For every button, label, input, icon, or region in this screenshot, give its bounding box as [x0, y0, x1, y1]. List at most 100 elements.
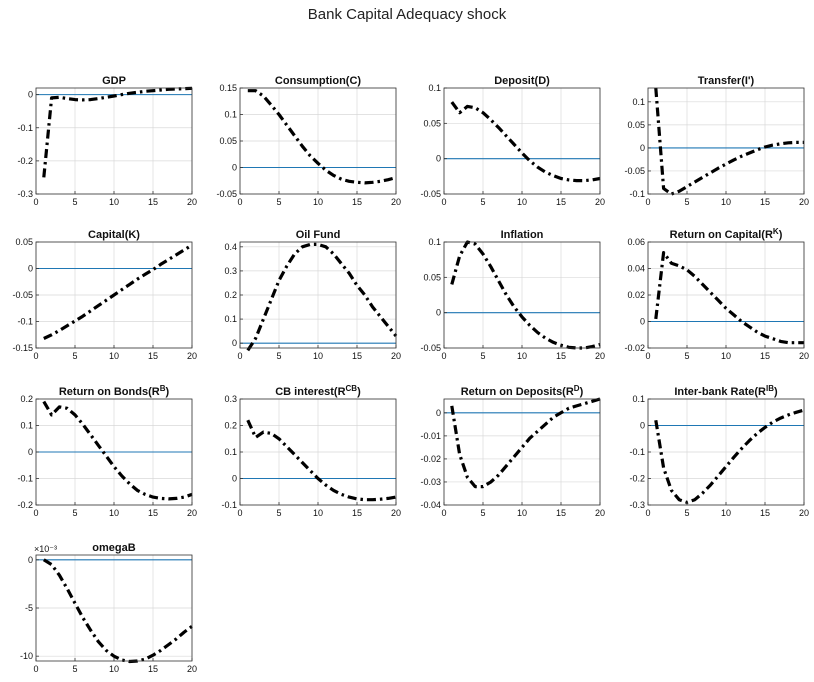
subplot-omegab: 0 5 10 15 20-10-50×10⁻³ omegaB	[20, 542, 197, 674]
response-line	[43, 243, 193, 340]
x-tick-label: 15	[760, 508, 770, 518]
subplot-return-on-deposits-r-d: 0 5 10 15 20 -0.04 -0.03 -0.02 -0.01 0 Return on D…	[420, 384, 605, 518]
subplot-capital-k: 0 5 10 15 20 -0.15 -0.1 -0.05 0 0.05 Capital(K)	[12, 229, 197, 361]
x-tick-label: 10	[313, 351, 323, 361]
subplot-title: Return on Bonds(RB)	[59, 384, 170, 398]
subplot-inter-bank-rate-r-ib: 0 5 10 15 20 -0.3 -0.2 -0.1 0 0.1 Inter-bank Rate(…	[629, 384, 809, 518]
y-tick-label: -0.05	[216, 189, 237, 199]
y-tick-label: -0.3	[629, 500, 645, 510]
x-tick-label: 0	[33, 508, 38, 518]
y-tick-label: 0	[232, 338, 237, 348]
subplot-title: GDP	[102, 75, 126, 87]
x-tick-label: 20	[799, 508, 809, 518]
response-line	[42, 86, 193, 178]
x-tick-label: 0	[441, 351, 446, 361]
y-tick-label: 0	[640, 421, 645, 431]
x-tick-label: 0	[441, 197, 446, 207]
y-tick-label: -0.1	[221, 500, 237, 510]
x-tick-label: 15	[352, 508, 362, 518]
subplot-title: CB interest(RCB)	[275, 384, 361, 398]
x-tick-label: 20	[391, 508, 401, 518]
subplot-title: Return on Capital(RK)	[670, 227, 783, 241]
x-tick-label: 10	[517, 508, 527, 518]
x-tick-label: 5	[684, 351, 689, 361]
x-tick-label: 15	[352, 197, 362, 207]
x-tick-label: 20	[595, 197, 605, 207]
x-tick-label: 10	[109, 197, 119, 207]
y-tick-label: -0.05	[420, 343, 441, 353]
x-tick-label: 5	[276, 351, 281, 361]
subplot-title: Capital(K)	[88, 229, 140, 241]
x-tick-label: 20	[187, 197, 197, 207]
x-tick-label: 15	[148, 508, 158, 518]
subplot-cb-interest-r-cb: 0 5 10 15 20-0.100.10.20.3CB interest(RCB)	[221, 384, 401, 518]
y-tick-label: 0.05	[219, 136, 237, 146]
y-tick-label: -0.02	[420, 454, 441, 464]
x-tick-label: 0	[645, 351, 650, 361]
x-tick-label: 5	[72, 664, 77, 674]
y-tick-label: -5	[25, 603, 33, 613]
x-tick-label: 5	[480, 197, 485, 207]
x-tick-label: 20	[187, 508, 197, 518]
y-tick-label: 0.05	[423, 118, 441, 128]
x-tick-label: 10	[109, 508, 119, 518]
y-tick-label: 0.1	[224, 314, 237, 324]
x-tick-label: 0	[237, 197, 242, 207]
response-line	[42, 558, 193, 664]
y-tick-label: -0.04	[420, 500, 441, 510]
subplot-oil-fund: 0 5 10 15 20 0 0.1 0.2 0.3 0.4 Oil Fund	[224, 229, 401, 361]
subplot-title: Oil Fund	[296, 229, 341, 241]
y-tick-label: 0	[640, 317, 645, 327]
response-line	[654, 251, 804, 345]
x-tick-label: 10	[313, 197, 323, 207]
x-tick-label: 0	[237, 508, 242, 518]
y-tick-label: 0	[436, 154, 441, 164]
y-tick-label: -0.1	[17, 317, 33, 327]
y-tick-label: 0.2	[20, 394, 33, 404]
x-tick-label: 15	[760, 197, 770, 207]
y-tick-label: 0.05	[627, 120, 645, 130]
y-tick-label: -0.01	[420, 431, 441, 441]
x-tick-label: 10	[721, 197, 731, 207]
response-line	[654, 408, 805, 504]
x-tick-label: 5	[276, 508, 281, 518]
x-tick-label: 20	[391, 197, 401, 207]
y-tick-label: -0.2	[17, 156, 33, 166]
y-tick-label: 0	[436, 408, 441, 418]
y-tick-label: 0.1	[428, 237, 441, 247]
subplot-gdp: 0 5 10 15 20 -0.3 -0.2 -0.1 0 GDP	[17, 75, 197, 207]
y-tick-label: -0.1	[629, 447, 645, 457]
x-tick-label: 0	[645, 508, 650, 518]
subplot-title: Inflation	[501, 229, 544, 241]
x-tick-label: 15	[556, 508, 566, 518]
response-line	[246, 242, 398, 352]
x-tick-label: 15	[352, 351, 362, 361]
y-tick-label: -0.2	[17, 500, 33, 510]
y-multiplier-label: ×10⁻³	[34, 544, 57, 554]
y-tick-label: -0.03	[420, 477, 441, 487]
y-tick-label: 0.1	[428, 83, 441, 93]
y-tick-label: -0.05	[12, 290, 33, 300]
y-tick-label: 0	[28, 90, 33, 100]
subplot-transfer-i: 0 5 10 15 20 -0.1 -0.05 0 0.05 0.1 Transfer(I')	[624, 75, 809, 207]
x-tick-label: 20	[595, 351, 605, 361]
y-tick-label: 0.05	[15, 237, 33, 247]
subplot-return-on-bonds-r-b: 0 5 10 15 20 -0.2 -0.1 0 0.1 0.2 Return on Bonds(R…	[17, 384, 197, 518]
figure-title: Bank Capital Adequacy shock	[307, 6, 507, 23]
y-tick-label: 0.3	[224, 394, 237, 404]
y-tick-label: 0.2	[224, 290, 237, 300]
subplot-title: Return on Deposits(RD)	[461, 384, 584, 398]
y-tick-label: 0	[232, 163, 237, 173]
y-tick-label: 0.4	[224, 242, 237, 252]
y-tick-label: -0.1	[17, 474, 33, 484]
y-tick-label: 0.1	[632, 394, 645, 404]
y-tick-label: 0.15	[219, 83, 237, 93]
x-tick-label: 5	[480, 351, 485, 361]
y-tick-label: 0.05	[423, 272, 441, 282]
response-line	[654, 87, 804, 196]
x-tick-label: 5	[72, 351, 77, 361]
